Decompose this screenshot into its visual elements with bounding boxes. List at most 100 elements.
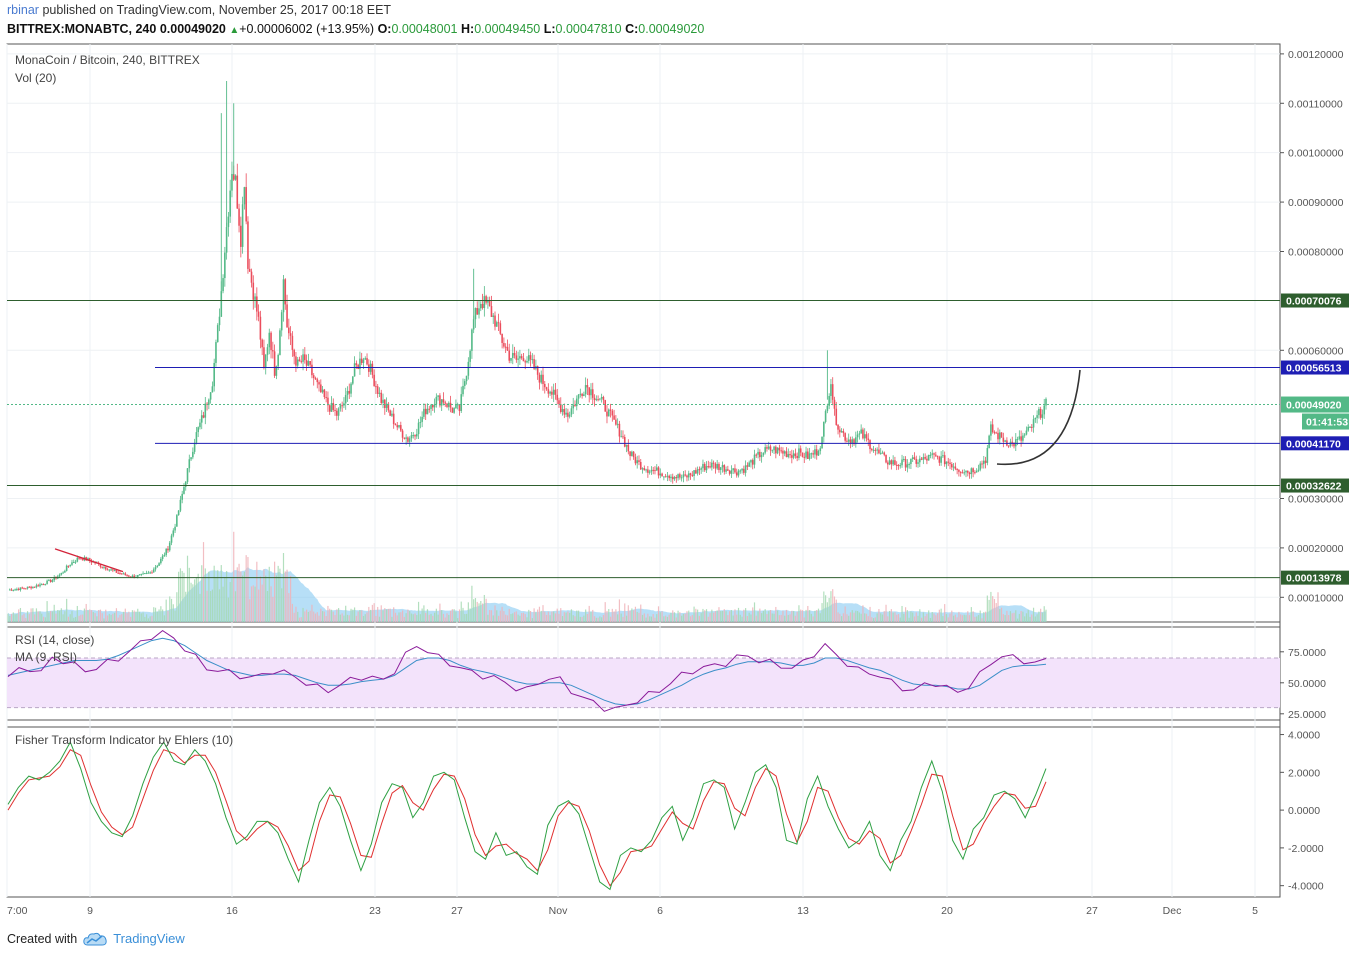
volume-bar bbox=[681, 615, 683, 622]
volume-ma-area bbox=[8, 566, 1046, 622]
volume-bar bbox=[403, 616, 405, 622]
candle-body bbox=[257, 311, 260, 317]
candle-body bbox=[860, 429, 862, 434]
publisher-line: rbinar published on TradingView.com, Nov… bbox=[7, 3, 391, 17]
volume-bar bbox=[809, 610, 811, 622]
candle-body bbox=[526, 360, 528, 363]
candle-body bbox=[245, 187, 247, 222]
volume-bar bbox=[105, 609, 107, 622]
volume-bar bbox=[846, 614, 848, 622]
candle-body bbox=[161, 555, 164, 559]
volume-bar bbox=[396, 615, 398, 622]
candle-body bbox=[780, 450, 782, 452]
candle-body bbox=[696, 469, 699, 474]
fisher-pane-title: Fisher Transform Indicator by Ehlers (10… bbox=[15, 733, 233, 747]
candle-body bbox=[520, 356, 523, 359]
candle-body bbox=[597, 399, 599, 401]
fisher-tick-label: 2.0000 bbox=[1288, 767, 1320, 779]
volume-bar bbox=[625, 615, 628, 622]
volume-bar bbox=[346, 614, 349, 622]
volume-bar bbox=[828, 597, 830, 622]
candle-body bbox=[463, 381, 466, 386]
candle-body bbox=[924, 457, 926, 459]
volume-bar bbox=[997, 592, 999, 622]
candle-body bbox=[240, 225, 242, 247]
volume-bar bbox=[389, 608, 391, 622]
candle-body bbox=[122, 573, 125, 575]
volume-bar bbox=[821, 603, 823, 622]
volume-bar bbox=[485, 598, 487, 622]
candle-body bbox=[981, 463, 983, 465]
curve-drawing bbox=[996, 369, 1081, 466]
tradingview-link[interactable]: TradingView bbox=[113, 931, 185, 946]
volume-bar bbox=[318, 615, 320, 622]
candle-body bbox=[554, 389, 557, 395]
candle-body bbox=[591, 389, 594, 398]
candle-body bbox=[604, 400, 607, 412]
volume-bar bbox=[181, 570, 183, 622]
volume-bar bbox=[682, 613, 685, 622]
candle-body bbox=[241, 204, 244, 247]
volume-bar bbox=[39, 611, 41, 622]
candle-body bbox=[449, 402, 452, 408]
volume-bar bbox=[334, 615, 336, 622]
volume-bar bbox=[609, 616, 612, 622]
volume-bar bbox=[369, 609, 372, 622]
candle-body bbox=[8, 589, 11, 591]
volume-bar bbox=[138, 611, 141, 622]
tradingview-cloud-icon[interactable] bbox=[83, 932, 107, 946]
volume-bar bbox=[304, 611, 306, 622]
volume-bar bbox=[503, 611, 505, 622]
volume-bar bbox=[186, 555, 189, 622]
candle-body bbox=[147, 572, 150, 574]
candle-body bbox=[974, 472, 976, 474]
candle-body bbox=[817, 451, 820, 456]
candle-body bbox=[869, 440, 871, 450]
volume-bar bbox=[570, 609, 573, 622]
volume-bar bbox=[858, 612, 860, 622]
volume-bar bbox=[174, 610, 176, 622]
candle-body bbox=[197, 427, 199, 433]
volume-bar bbox=[471, 585, 473, 622]
volume-bar bbox=[887, 616, 889, 622]
volume-bar bbox=[41, 613, 43, 622]
volume-bar bbox=[71, 611, 73, 622]
volume-bar bbox=[803, 617, 805, 622]
level-badge-label: 0.00032622 bbox=[1286, 481, 1342, 493]
volume-bar bbox=[1004, 615, 1006, 622]
candle-body bbox=[430, 404, 432, 409]
volume-bar bbox=[227, 597, 229, 622]
candle-body bbox=[540, 374, 543, 383]
publisher-name[interactable]: rbinar bbox=[7, 3, 39, 17]
volume-bar bbox=[817, 608, 820, 622]
volume-bar bbox=[919, 609, 921, 622]
rsi-tick-label: 25.0000 bbox=[1288, 709, 1326, 721]
volume-bar bbox=[549, 615, 551, 622]
candle-body bbox=[524, 361, 527, 363]
volume-bar bbox=[761, 613, 763, 622]
low-label: L: bbox=[543, 22, 556, 36]
volume-bar bbox=[705, 609, 708, 622]
candle-body bbox=[364, 358, 367, 360]
candle-body bbox=[551, 391, 553, 395]
candle-body bbox=[552, 389, 555, 395]
volume-bar bbox=[179, 568, 182, 622]
volume-bar bbox=[622, 616, 624, 622]
candle-body bbox=[920, 458, 923, 460]
volume-bar bbox=[986, 595, 988, 622]
candle-body bbox=[645, 469, 647, 471]
candle-body bbox=[759, 451, 761, 458]
volume-bar bbox=[142, 612, 144, 622]
volume-bar bbox=[96, 616, 98, 622]
candle-body bbox=[577, 394, 580, 399]
candle-body bbox=[881, 452, 884, 454]
candle-body bbox=[330, 402, 333, 412]
volume-bar bbox=[624, 603, 626, 622]
volume-bar bbox=[377, 606, 379, 622]
candle-body bbox=[282, 279, 285, 313]
candle-body bbox=[851, 439, 854, 444]
candle-body bbox=[270, 332, 272, 351]
volume-bar bbox=[583, 615, 585, 622]
candle-body bbox=[855, 437, 857, 445]
